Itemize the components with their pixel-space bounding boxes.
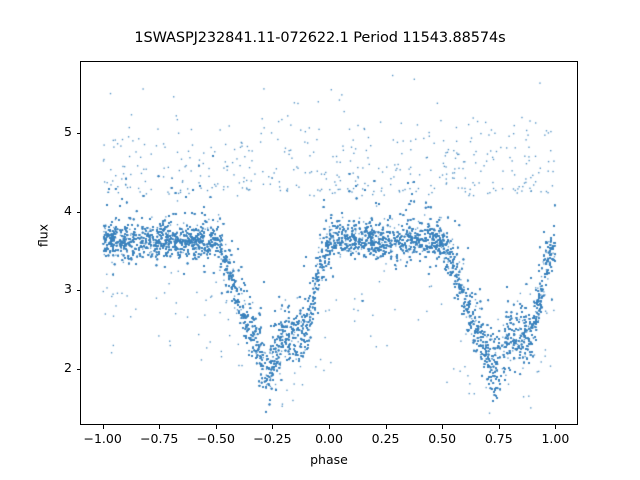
x-tick-label: −0.25 bbox=[253, 431, 292, 446]
x-tick-label: −1.00 bbox=[83, 431, 122, 446]
scatter-plot-canvas bbox=[80, 61, 578, 425]
x-axis-label: phase bbox=[310, 452, 348, 467]
x-tick-label: 1.00 bbox=[541, 431, 570, 446]
x-tick-mark bbox=[215, 425, 217, 429]
x-tick-mark bbox=[555, 425, 557, 429]
y-tick-label: 5 bbox=[64, 124, 72, 140]
y-tick-label: 4 bbox=[64, 202, 72, 218]
y-tick-mark bbox=[76, 133, 80, 135]
x-tick-label: 0.50 bbox=[428, 431, 457, 446]
y-tick-mark bbox=[76, 211, 80, 213]
y-tick-label: 3 bbox=[64, 281, 72, 297]
y-tick-mark bbox=[76, 368, 80, 370]
x-tick-mark bbox=[329, 425, 330, 429]
x-tick-mark bbox=[272, 425, 274, 429]
y-tick-label: 2 bbox=[64, 359, 72, 375]
y-tick-mark bbox=[76, 290, 80, 292]
x-tick-label: 0.75 bbox=[484, 431, 513, 446]
x-tick-label: 0.25 bbox=[371, 431, 400, 446]
x-tick-mark bbox=[159, 425, 161, 429]
x-tick-label: −0.75 bbox=[140, 431, 179, 446]
page-title: 1SWASPJ232841.11-072622.1 Period 11543.8… bbox=[134, 30, 506, 46]
y-axis-label: flux bbox=[35, 223, 51, 248]
x-tick-mark bbox=[385, 425, 387, 429]
x-tick-mark bbox=[442, 425, 444, 429]
x-tick-mark bbox=[102, 425, 104, 429]
x-tick-mark bbox=[498, 425, 500, 429]
x-tick-label: −0.50 bbox=[196, 431, 235, 446]
x-tick-label: 0.00 bbox=[315, 431, 343, 446]
